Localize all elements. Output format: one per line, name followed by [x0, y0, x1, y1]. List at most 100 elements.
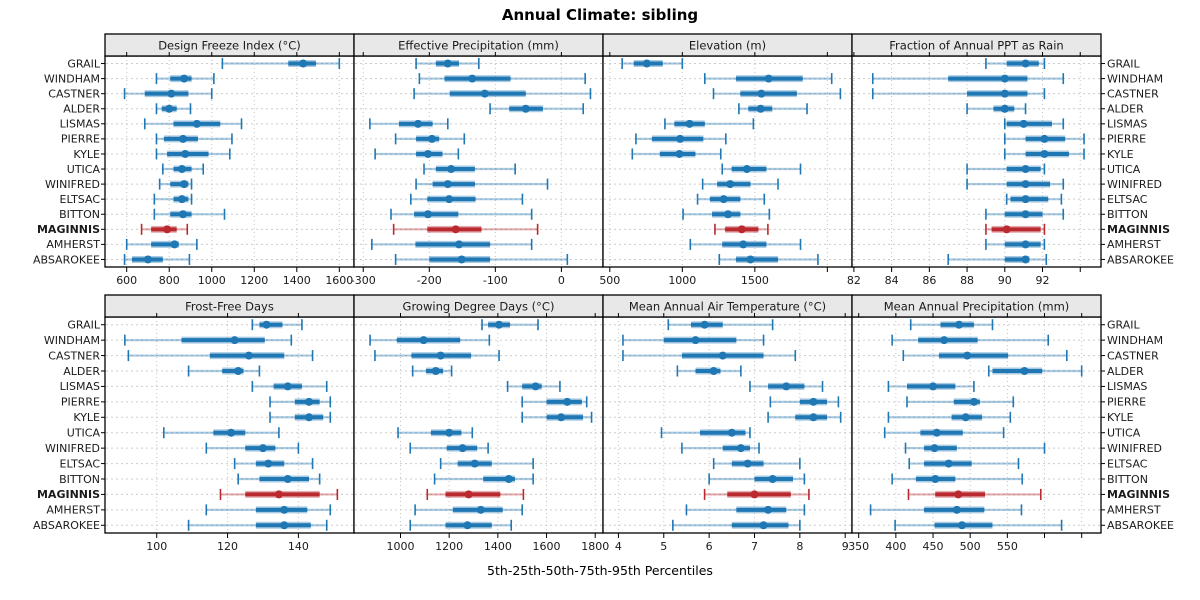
percentile-row-bitton — [682, 208, 771, 220]
median-dot — [443, 59, 452, 68]
median-dot — [192, 119, 201, 128]
panel-bg — [105, 317, 354, 533]
median-dot — [675, 149, 684, 158]
median-dot — [436, 351, 445, 360]
median-dot — [809, 397, 818, 406]
station-label-right-alder: ALDER — [1107, 103, 1144, 116]
median-dot — [423, 149, 432, 158]
percentile-row-lismas — [143, 118, 243, 130]
median-dot — [463, 521, 472, 530]
station-label-left-alder: ALDER — [63, 365, 100, 378]
percentile-row-utica — [721, 163, 802, 175]
station-label-right-absarokee: ABSAROKEE — [1107, 253, 1174, 266]
median-dot — [724, 210, 733, 219]
station-label-right-kyle: KYLE — [1107, 411, 1134, 424]
median-dot — [414, 119, 423, 128]
percentile-row-kyle — [767, 411, 842, 423]
median-dot — [768, 475, 777, 483]
percentile-row-bitton — [237, 473, 321, 485]
panel-header — [851, 294, 1102, 318]
median-dot — [419, 336, 428, 345]
median-dot — [1002, 225, 1011, 234]
percentile-row-maginnis — [985, 223, 1046, 235]
x-tick-label: 9 — [842, 540, 849, 553]
median-dot — [940, 336, 949, 345]
station-label-left-winifred: WINIFRED — [45, 442, 100, 455]
percentile-row-pierre — [1003, 133, 1085, 145]
median-dot — [480, 89, 489, 98]
percentile-row-absarokee — [123, 253, 191, 265]
median-dot — [457, 255, 466, 264]
percentile-row-castner — [374, 350, 500, 362]
median-dot — [244, 351, 253, 360]
station-label-right-grail: GRAIL — [1107, 57, 1140, 70]
median-dot — [1040, 149, 1049, 158]
percentile-row-pierre — [521, 396, 588, 408]
x-tick-label: 600 — [116, 274, 137, 287]
panel-bg — [852, 317, 1101, 533]
median-dot — [746, 255, 755, 264]
panel-mean-annual-precipitation-mm: Mean Annual Precipitation (mm) 350 400 450 5… — [848, 294, 1105, 553]
panel-elevation-m: Elevation (m) 500 1000 1500 — [599, 33, 853, 287]
percentile-row-pierre — [394, 133, 466, 145]
station-label-left-amherst: AMHERST — [46, 504, 100, 517]
percentile-row-kyle — [1003, 148, 1085, 160]
median-dot — [476, 505, 485, 514]
median-dot — [305, 397, 314, 406]
panel-header-label: Mean Annual Precipitation (mm) — [884, 300, 1070, 314]
percentile-row-grail — [909, 319, 994, 331]
percentile-row-amherst — [414, 504, 523, 516]
median-dot — [283, 382, 292, 391]
station-label-left-grail: GRAIL — [67, 319, 100, 332]
percentile-row-windham — [124, 334, 293, 346]
panel-header-label: Fraction of Annual PPT as Rain — [889, 39, 1063, 53]
median-dot — [727, 428, 736, 437]
median-dot — [262, 320, 271, 329]
median-dot — [700, 320, 709, 329]
percentile-row-absarokee — [672, 519, 801, 531]
median-dot — [531, 382, 540, 391]
station-label-right-amherst: AMHERST — [1107, 504, 1161, 517]
median-dot — [180, 180, 189, 189]
percentile-row-castner — [622, 350, 797, 362]
percentile-row-windham — [418, 73, 586, 85]
station-label-left-utica: UTICA — [67, 427, 101, 440]
station-label-right-maginnis: MAGINNIS — [1107, 223, 1170, 236]
median-dot — [1020, 367, 1029, 375]
station-label-left-absarokee: ABSAROKEE — [33, 519, 100, 532]
percentile-row-utica — [162, 427, 280, 439]
station-label-right-lismas: LISMAS — [1107, 118, 1147, 131]
median-dot — [179, 210, 188, 219]
median-dot — [718, 351, 727, 360]
x-tick-label: 88 — [960, 274, 974, 287]
median-dot — [274, 490, 283, 499]
percentile-row-castner — [413, 88, 592, 100]
x-tick-label: 5 — [660, 540, 667, 553]
percentile-row-grail — [251, 319, 303, 331]
median-dot — [179, 134, 188, 143]
station-label-left-grail: GRAIL — [67, 57, 100, 70]
station-label-right-bitton: BITTON — [1107, 208, 1148, 221]
panel-header-label: Elevation (m) — [689, 39, 766, 53]
median-dot — [447, 165, 456, 174]
percentile-row-bitton — [153, 208, 226, 220]
x-tick-label: 140 — [288, 540, 309, 553]
x-tick-label: 1000 — [386, 540, 414, 553]
station-label-right-alder: ALDER — [1107, 365, 1144, 378]
percentile-row-kyle — [155, 148, 231, 160]
median-dot — [170, 240, 179, 249]
x-tick-label: 6 — [706, 540, 713, 553]
station-label-left-kyle: KYLE — [73, 148, 100, 161]
x-tick-label: 4 — [615, 540, 622, 553]
station-label-right-grail: GRAIL — [1107, 319, 1140, 332]
median-dot — [737, 225, 746, 234]
x-tick-label: -300 — [351, 274, 376, 287]
station-label-left-winifred: WINIFRED — [45, 178, 100, 191]
percentile-row-bitton — [708, 473, 806, 485]
panel-fraction-of-annual-ppt-as-rain: Fraction of Annual PPT as Rain 82 84 86 88 90… — [847, 33, 1105, 287]
percentile-row-grail — [221, 58, 341, 70]
panel-bg — [603, 56, 852, 267]
median-dot — [961, 413, 970, 422]
median-dot — [451, 225, 460, 234]
